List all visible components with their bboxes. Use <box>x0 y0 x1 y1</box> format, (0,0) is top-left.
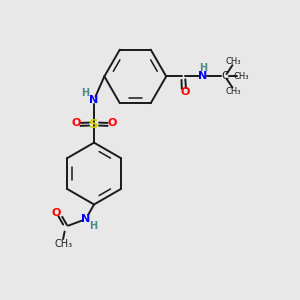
Text: CH₃: CH₃ <box>226 57 241 66</box>
Text: S: S <box>89 118 99 131</box>
Text: H: H <box>89 221 98 231</box>
Text: O: O <box>181 87 190 97</box>
Text: H: H <box>81 88 89 98</box>
Text: C: C <box>221 71 229 81</box>
Text: N: N <box>81 214 90 224</box>
Text: H: H <box>200 63 208 73</box>
Text: CH₃: CH₃ <box>54 239 72 249</box>
Text: CH₃: CH₃ <box>233 72 249 81</box>
Text: O: O <box>52 208 61 218</box>
Text: CH₃: CH₃ <box>226 87 241 96</box>
Text: O: O <box>108 118 117 128</box>
Text: N: N <box>198 71 208 81</box>
Text: N: N <box>89 95 99 105</box>
Text: O: O <box>71 118 80 128</box>
